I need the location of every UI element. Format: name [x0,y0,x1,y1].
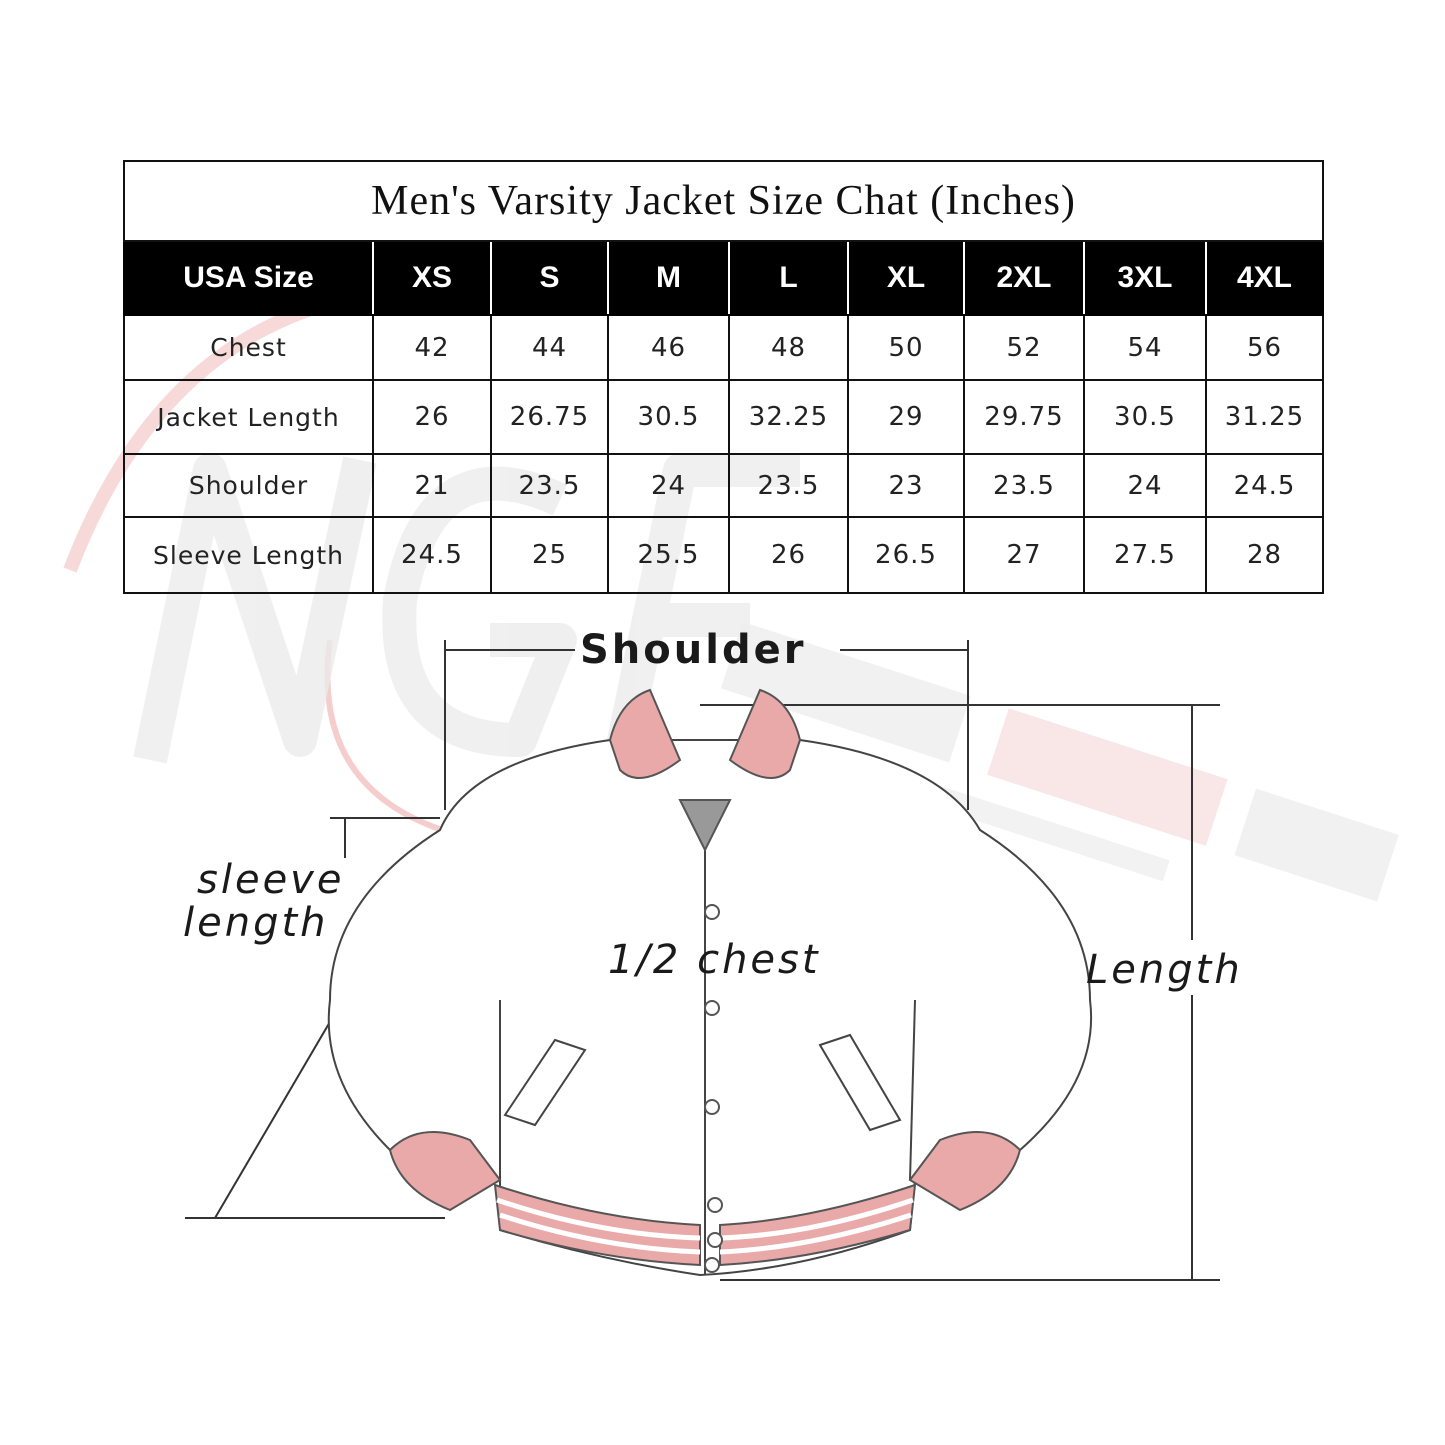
cell: 30.5 [607,379,730,455]
cell: 25.5 [607,516,730,594]
cell: 24 [607,453,730,518]
table-row: Sleeve Length 24.5 25 25.5 26 26.5 27 27… [123,516,1325,594]
cell: 23.5 [490,453,609,518]
cell: 28 [1204,516,1325,594]
cell: 25 [490,516,609,594]
cell: 32.25 [728,379,849,455]
half-chest-label: 1/2 chest [608,937,821,983]
cell: 26.5 [847,516,965,594]
cell: 46 [607,314,730,381]
cell: 30.5 [1083,379,1207,455]
length-label: Length [1086,947,1243,993]
cell: 56 [1204,314,1325,381]
cell: 23.5 [963,453,1085,518]
cell: 29.75 [963,379,1085,455]
row-label: Chest [123,314,374,381]
cell: 54 [1083,314,1207,381]
row-label: Jacket Length [123,379,374,455]
header-size: XL [847,240,965,316]
cell: 27 [963,516,1085,594]
cell: 26 [372,379,492,455]
header-usa-size: USA Size [123,240,374,316]
cell: 52 [963,314,1085,381]
cell: 26.75 [490,379,609,455]
table-row: Chest 42 44 46 48 50 52 54 56 [123,314,1325,381]
cell: 24 [1083,453,1207,518]
header-size: 3XL [1083,240,1207,316]
cell: 26 [728,516,849,594]
size-chart-table: Men's Varsity Jacket Size Chat (Inches) … [122,160,1325,594]
cell: 24.5 [1204,453,1325,518]
buttons [704,904,723,1273]
cell: 27.5 [1083,516,1207,594]
header-size: 4XL [1204,240,1325,316]
header-size: S [490,240,609,316]
cell: 23 [847,453,965,518]
table-row: Shoulder 21 23.5 24 23.5 23 23.5 24 24.5 [123,453,1325,518]
jacket-diagram [185,640,1220,1281]
header-row: USA Size XS S M L XL 2XL 3XL 4XL [123,240,1325,316]
row-label: Sleeve Length [123,516,374,594]
header-size: XS [372,240,492,316]
cell: 23.5 [728,453,849,518]
table-row: Jacket Length 26 26.75 30.5 32.25 29 29.… [123,379,1325,455]
cuffs-and-waistband [388,1131,1022,1267]
sleeve-label-line2: length [183,900,329,946]
cell: 21 [372,453,492,518]
header-size: M [607,240,730,316]
cell: 48 [728,314,849,381]
cell: 24.5 [372,516,492,594]
cell: 29 [847,379,965,455]
table-title: Men's Varsity Jacket Size Chat (Inches) [122,160,1325,242]
shoulder-label: Shoulder [580,627,807,673]
sleeve-label-line1: sleeve [197,857,345,903]
header-size: 2XL [963,240,1085,316]
cell: 42 [372,314,492,381]
row-label: Shoulder [123,453,374,518]
cell: 31.25 [1204,379,1325,455]
header-size: L [728,240,849,316]
collar [608,688,802,853]
cell: 50 [847,314,965,381]
cell: 44 [490,314,609,381]
